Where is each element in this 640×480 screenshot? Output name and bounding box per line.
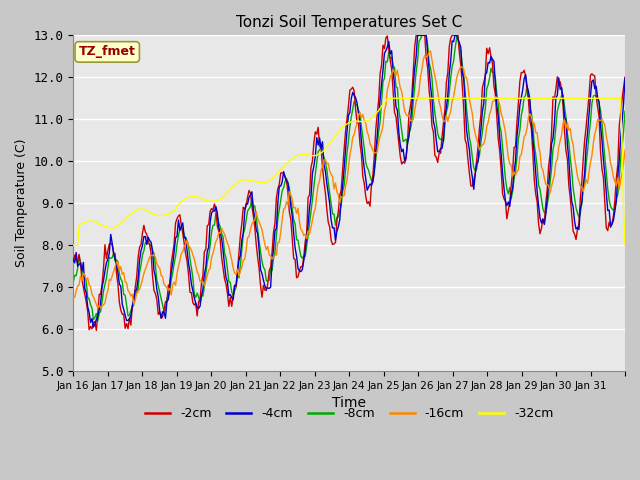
Text: TZ_fmet: TZ_fmet xyxy=(79,46,136,59)
Title: Tonzi Soil Temperatures Set C: Tonzi Soil Temperatures Set C xyxy=(236,15,462,30)
X-axis label: Time: Time xyxy=(332,396,366,410)
Legend: -2cm, -4cm, -8cm, -16cm, -32cm: -2cm, -4cm, -8cm, -16cm, -32cm xyxy=(140,402,558,425)
Y-axis label: Soil Temperature (C): Soil Temperature (C) xyxy=(15,139,28,267)
